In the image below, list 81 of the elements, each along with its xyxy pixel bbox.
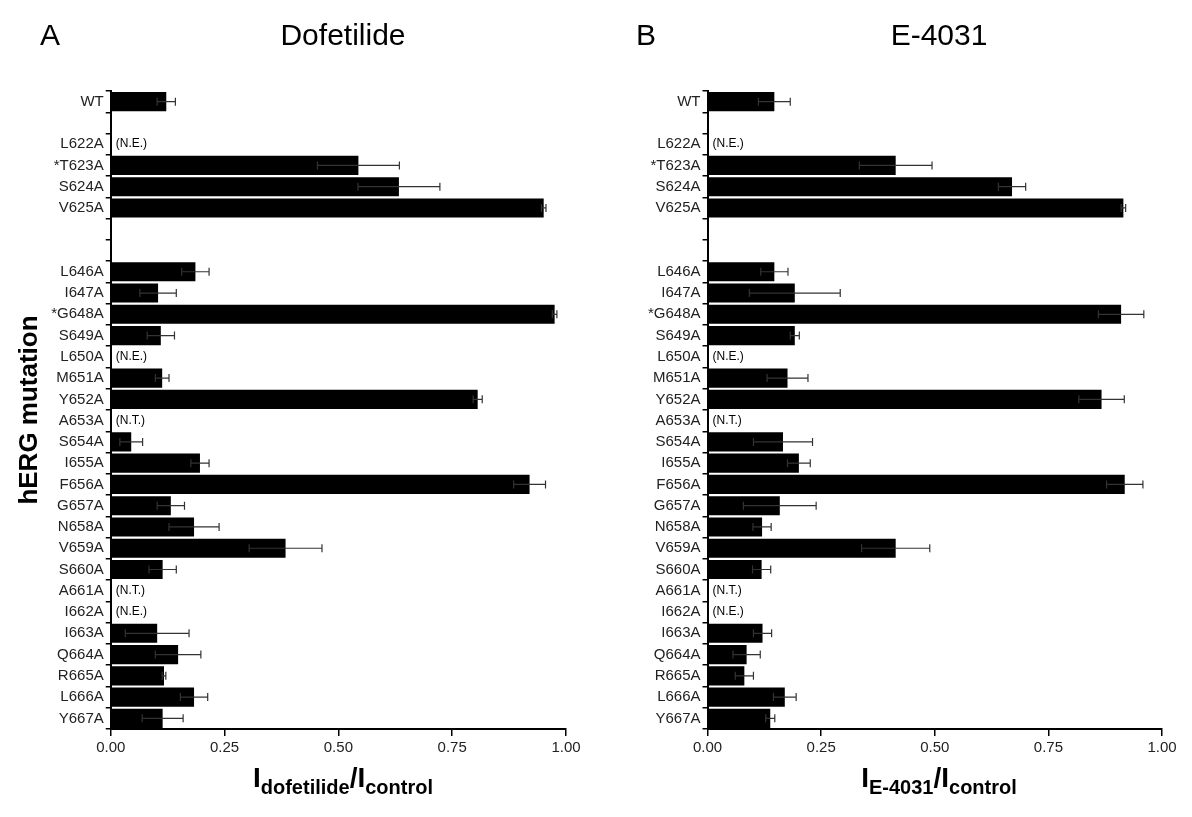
x-tick-label: 0.75: [1033, 738, 1063, 756]
y-tick-label: *T623A: [53, 155, 104, 173]
text: (N.E.): [712, 604, 744, 619]
y-axis-title: hERG mutation: [12, 315, 43, 505]
text: (N.E.): [712, 136, 744, 151]
y-tick-label: M651A: [56, 368, 104, 386]
y-tick-label: M651A: [653, 368, 701, 386]
y-tick-label: L646A: [60, 261, 104, 279]
x-tick-label: 1.00: [1147, 738, 1177, 756]
y-tick-label: Q664A: [653, 644, 701, 662]
y-tick-label: L650A: [657, 346, 701, 364]
y-tick-label: L666A: [657, 687, 701, 705]
y-tick-label: *G648A: [51, 304, 104, 322]
y-tick-label: S649A: [58, 325, 104, 343]
x-tick-label: 0.00: [96, 738, 126, 756]
y-tick-label: I647A: [64, 283, 104, 301]
y-tick-label: S649A: [655, 325, 701, 343]
y-tick-label: WT: [80, 91, 104, 109]
x-axis-title: I$_{dofetilide}$/I$_{control}$: [252, 762, 434, 799]
y-tick-label: V659A: [58, 538, 104, 556]
y-tick-label: A653A: [58, 410, 104, 428]
text: (N.T.): [712, 583, 742, 598]
y-tick-label: F656A: [656, 474, 701, 492]
y-tick-label: V625A: [655, 198, 701, 216]
y-tick-label: I655A: [64, 453, 104, 471]
y-tick-label: S654A: [58, 432, 104, 450]
y-tick-label: Y652A: [655, 389, 701, 407]
y-tick-label: Y652A: [58, 389, 104, 407]
y-tick-label: N658A: [654, 517, 701, 535]
y-tick-label: G657A: [57, 495, 104, 513]
y-tick-label: Q664A: [57, 644, 104, 662]
text: B: [636, 18, 657, 52]
text: (N.E.): [712, 349, 744, 364]
y-tick-label: R665A: [654, 665, 701, 683]
y-tick-label: L622A: [657, 134, 701, 152]
y-tick-label: L622A: [60, 134, 104, 152]
y-tick-label: A661A: [655, 580, 701, 598]
x-tick-label: 0.75: [437, 738, 467, 756]
text: (N.E.): [115, 136, 148, 151]
y-tick-label: S654A: [655, 432, 701, 450]
text: (N.T.): [115, 412, 146, 427]
y-tick-label: S624A: [58, 176, 104, 194]
y-tick-label: G657A: [653, 495, 701, 513]
y-tick-label: S660A: [655, 559, 701, 577]
y-tick-label: I647A: [661, 283, 701, 301]
text: (N.T.): [712, 412, 742, 427]
y-tick-label: I662A: [64, 602, 104, 620]
y-tick-label: *G648A: [647, 304, 701, 322]
y-tick-label: I663A: [661, 623, 701, 641]
y-tick-label: Y667A: [58, 708, 104, 726]
y-tick-label: I663A: [64, 623, 104, 641]
x-tick-label: 0.25: [209, 738, 240, 756]
y-tick-label: I662A: [661, 602, 701, 620]
y-tick-label: A661A: [58, 580, 104, 598]
y-tick-label: R665A: [57, 665, 104, 683]
text: A: [40, 18, 61, 52]
y-tick-label: A653A: [655, 410, 701, 428]
y-tick-label: V625A: [58, 198, 104, 216]
y-tick-label: V659A: [655, 538, 701, 556]
y-tick-label: L646A: [657, 261, 701, 279]
text: (N.T.): [115, 583, 146, 598]
y-tick-label: Y667A: [655, 708, 701, 726]
chart-title: Dofetilide: [279, 18, 407, 52]
x-tick-label: 0.50: [323, 738, 353, 756]
x-tick-label: 1.00: [551, 738, 581, 756]
text: (N.E.): [115, 604, 148, 619]
x-axis-title: I$_{E-4031}$/I$_{control}$: [860, 762, 1018, 799]
x-tick-label: 0.00: [692, 738, 723, 756]
chart-title: E-4031: [889, 18, 989, 52]
y-tick-label: S624A: [655, 176, 701, 194]
x-tick-label: 0.50: [920, 738, 950, 756]
x-tick-label: 0.25: [806, 738, 836, 756]
y-tick-label: S660A: [58, 559, 104, 577]
y-tick-label: *T623A: [650, 155, 701, 173]
y-tick-label: F656A: [59, 474, 104, 492]
text: (N.E.): [115, 349, 148, 364]
y-tick-label: N658A: [57, 517, 104, 535]
y-tick-label: I655A: [661, 453, 701, 471]
y-tick-label: L650A: [60, 346, 104, 364]
y-tick-label: WT: [677, 91, 701, 109]
y-tick-label: L666A: [60, 687, 104, 705]
